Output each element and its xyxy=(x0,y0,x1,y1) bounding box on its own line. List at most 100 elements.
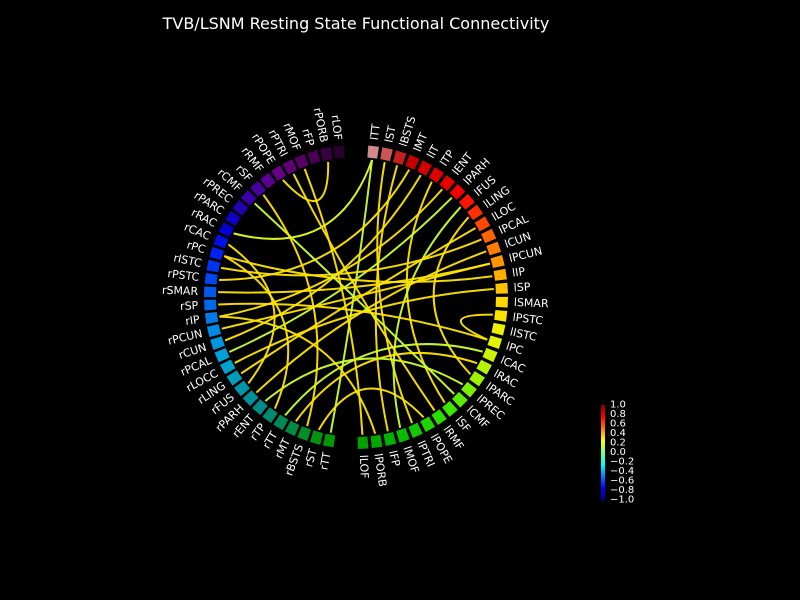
colorbar-segment xyxy=(601,409,605,412)
node-segment xyxy=(476,359,492,375)
node-segment xyxy=(242,390,259,407)
connection-link xyxy=(405,181,446,404)
node-segment xyxy=(439,175,456,191)
colorbar-segment xyxy=(601,469,605,472)
colorbar-segment xyxy=(601,420,605,423)
node-segment xyxy=(309,430,324,445)
node-segment xyxy=(270,165,287,181)
connection-link xyxy=(253,202,455,395)
colorbar-segment xyxy=(601,417,605,420)
connection-link xyxy=(228,197,453,353)
node-segment xyxy=(234,380,250,397)
colorbar-segment xyxy=(601,492,605,495)
colorbar-segment xyxy=(601,481,605,484)
colorbar-tick-label: −0.2 xyxy=(610,457,634,468)
node-segment xyxy=(218,222,235,237)
colorbar-tick-label: 1.0 xyxy=(610,400,626,411)
colorbar-tick-label: 0.0 xyxy=(610,447,626,458)
node-segment xyxy=(442,401,458,417)
node-segment xyxy=(260,172,276,189)
colorbar-segment xyxy=(601,465,605,468)
node-segment xyxy=(219,359,236,375)
node-segment xyxy=(204,312,219,324)
connection-link xyxy=(223,255,493,283)
node-segment xyxy=(428,167,444,183)
node-label: lLOF xyxy=(357,455,371,479)
node-segment xyxy=(481,228,497,244)
colorbar-segment xyxy=(601,454,605,457)
colorbar-segment xyxy=(601,496,605,499)
node-segment xyxy=(285,420,300,437)
node-segment xyxy=(250,180,266,197)
node-segment xyxy=(206,259,221,273)
node-segment xyxy=(210,336,225,350)
node-segment xyxy=(486,241,502,256)
node-segment xyxy=(405,154,420,170)
node-segment xyxy=(392,150,407,165)
chart-title: TVB/LSNM Resting State Functional Connec… xyxy=(162,14,550,33)
node-label: rPC xyxy=(185,238,207,256)
colorbar-segment xyxy=(601,458,605,461)
colorbar-segment xyxy=(601,449,605,452)
node-segment xyxy=(214,348,230,363)
node-segment xyxy=(490,255,505,268)
colorbar-segment xyxy=(601,436,605,439)
colorbar-segment xyxy=(601,450,605,453)
node-segment xyxy=(449,183,466,200)
node-segment xyxy=(396,427,410,443)
connection-link xyxy=(284,343,483,417)
colorbar-segment xyxy=(601,484,605,487)
colorbar-tick-label: −0.8 xyxy=(610,485,634,496)
node-segment xyxy=(367,145,379,159)
node-label: rFP xyxy=(299,127,317,148)
colorbar-segment xyxy=(601,476,605,479)
colorbar-segment xyxy=(601,427,605,430)
node-segment xyxy=(487,335,503,350)
colorbar-tick-label: 0.6 xyxy=(610,419,626,430)
colorbar-segment xyxy=(601,412,605,415)
colorbar-segment xyxy=(601,411,605,414)
node-segment xyxy=(226,370,243,386)
colorbar-segment xyxy=(601,452,605,455)
colorbar-segment xyxy=(601,425,605,428)
node-segment xyxy=(408,422,423,438)
node-label: lST xyxy=(382,124,398,143)
node-segment xyxy=(204,299,217,311)
connection-link xyxy=(255,250,487,394)
node-segment xyxy=(491,322,506,336)
node-segment xyxy=(417,160,433,176)
colorbar: 1.00.80.60.40.20.0−0.2−0.4−0.6−0.8−1.0 xyxy=(601,400,634,506)
node-segment xyxy=(262,407,278,424)
colorbar-tick-label: −0.6 xyxy=(610,476,634,487)
node-segment xyxy=(252,399,268,416)
colorbar-segment xyxy=(601,422,605,425)
node-label: rTT xyxy=(317,451,333,471)
colorbar-segment xyxy=(601,485,605,488)
colorbar-segment xyxy=(601,405,605,408)
colorbar-segment xyxy=(601,438,605,441)
colorbar-segment xyxy=(601,463,605,466)
node-segment xyxy=(495,296,508,308)
connection-link xyxy=(282,161,330,202)
colorbar-segment xyxy=(601,468,605,471)
node-segment xyxy=(494,309,508,322)
colorbar-segment xyxy=(601,414,605,417)
node-segment xyxy=(474,216,491,232)
node-label: lFP xyxy=(386,449,402,468)
colorbar-segment xyxy=(601,416,605,419)
node-segment xyxy=(297,426,312,441)
node-segment xyxy=(320,147,333,161)
node-label: rSP xyxy=(180,299,199,313)
node-segment xyxy=(495,282,508,294)
connection-link xyxy=(303,168,364,435)
node-label: lIT xyxy=(424,143,442,161)
node-segment xyxy=(357,436,369,449)
node-label: lTT xyxy=(368,123,383,141)
colorbar-segment xyxy=(601,455,605,458)
colorbar-segment xyxy=(601,446,605,449)
connection-link xyxy=(220,238,482,277)
connection-link xyxy=(376,161,414,424)
node-label: lSMAR xyxy=(514,296,549,310)
colorbar-segment xyxy=(601,441,605,444)
